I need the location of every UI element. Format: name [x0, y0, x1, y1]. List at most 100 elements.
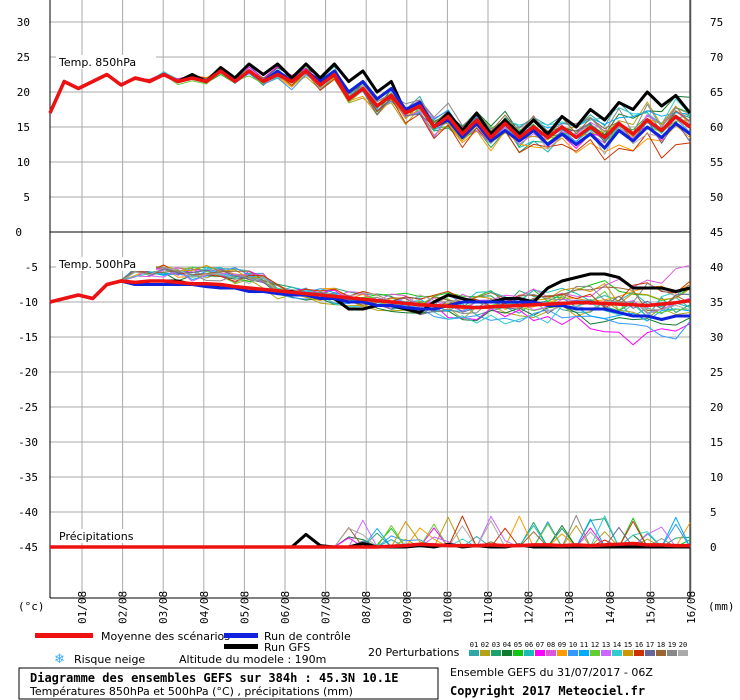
perturbation-number: 03 — [492, 641, 500, 649]
perturbation-number: 12 — [591, 641, 599, 649]
y-left-tick-label: -5 — [25, 261, 38, 274]
main-series-lines — [48, 62, 692, 549]
y-left-tick-label: 5 — [23, 191, 30, 204]
perturbation-swatch — [469, 650, 479, 656]
y-right-tick-label: 15 — [710, 436, 723, 449]
perturbation-swatch — [491, 650, 501, 656]
y-right-tick-label: 30 — [710, 331, 723, 344]
y-right-tick-label: 0 — [710, 541, 717, 554]
y-right-tick-label: 65 — [710, 86, 723, 99]
y-left-tick-label: -15 — [18, 331, 38, 344]
x-tick-label: 15/08 — [644, 591, 657, 624]
legend-control-swatch — [224, 633, 258, 638]
perturbation-number: 19 — [668, 641, 676, 649]
perturbation-number: 09 — [558, 641, 566, 649]
x-tick-label: 13/08 — [563, 591, 576, 624]
perturbation-number: 16 — [635, 641, 643, 649]
snowflake-icon: ❄ — [54, 652, 65, 667]
run-label: Ensemble GEFS du 31/07/2017 - 06Z — [450, 666, 653, 679]
y-left-tick-label: 20 — [17, 86, 30, 99]
perturbation-swatch — [579, 650, 589, 656]
y-right-tick-label: 20 — [710, 401, 723, 414]
perturbation-number: 04 — [503, 641, 511, 649]
copyright-label: Copyright 2017 Meteociel.fr — [450, 684, 645, 698]
perturbation-swatch — [623, 650, 633, 656]
t500-title-bg — [56, 257, 156, 271]
perturbation-swatch — [557, 650, 567, 656]
perturbation-number: 07 — [536, 641, 544, 649]
y-right-tick-label: 60 — [710, 121, 723, 134]
perturbation-swatch — [535, 650, 545, 656]
right-axis-unit: (mm) — [708, 600, 735, 613]
perturbation-number: 13 — [602, 641, 610, 649]
y-right-tick-label: 70 — [710, 51, 723, 64]
x-tick-label: 11/08 — [482, 591, 495, 624]
perturbation-number: 18 — [657, 641, 665, 649]
precip-title: Précipitations — [59, 530, 134, 543]
footer-box — [18, 667, 439, 700]
series-line — [49, 279, 690, 321]
perturbation-number: 06 — [525, 641, 533, 649]
y-left-tick-label: 10 — [17, 156, 30, 169]
precip-title-bg — [56, 529, 156, 543]
y-right-tick-label: 35 — [710, 296, 723, 309]
y-right-tick-label: 75 — [710, 16, 723, 29]
x-tick-label: 10/08 — [441, 591, 454, 624]
series-line — [50, 541, 690, 549]
y-left-tick-label: -20 — [18, 366, 38, 379]
x-tick-label: 07/08 — [320, 591, 333, 624]
axes — [49, 0, 691, 599]
y-left-tick-label: -25 — [18, 401, 38, 414]
footer-title: Diagramme des ensembles GEFS sur 384h : … — [30, 671, 398, 685]
perturbation-number: 14 — [613, 641, 621, 649]
perturbation-swatch — [645, 650, 655, 656]
legend-gfs-swatch — [224, 644, 258, 649]
altitude-label: Altitude du modele : 190m — [179, 653, 326, 666]
perturbation-swatch — [678, 650, 688, 656]
legend-control-label: Run de contrôle — [264, 630, 351, 643]
footer-subtitle: Températures 850hPa et 500hPa (°C) , pré… — [29, 685, 353, 698]
y-left-tick-label: 0 — [15, 226, 22, 239]
perturbation-swatch — [667, 650, 677, 656]
legend-snow-label: Risque neige — [74, 653, 145, 666]
x-tick-label: 12/08 — [523, 591, 536, 624]
perturbation-line — [49, 71, 691, 161]
perturbation-swatch — [601, 650, 611, 656]
y-left-tick-label: 15 — [17, 121, 30, 134]
perturbation-number: 15 — [624, 641, 632, 649]
perturbation-swatch — [568, 650, 578, 656]
legend-mean-swatch — [35, 633, 93, 638]
legend: Moyenne des scénarios Run de contrôle Ru… — [35, 630, 688, 667]
y-right-tick-label: 40 — [710, 261, 723, 274]
perturbation-swatch — [524, 650, 534, 656]
y-left-tick-label: 30 — [17, 16, 30, 29]
perturbation-swatch — [502, 650, 512, 656]
x-tick-label: 08/08 — [360, 591, 373, 624]
perturbation-swatch — [546, 650, 556, 656]
perturbation-number: 01 — [470, 641, 478, 649]
y-right-tick-label: 55 — [710, 156, 723, 169]
perturbation-swatch — [480, 650, 490, 656]
perturbation-number: 10 — [569, 641, 577, 649]
series-line — [49, 279, 691, 310]
perturbation-swatch — [634, 650, 644, 656]
y-right-tick-label: 25 — [710, 366, 723, 379]
perturbation-number: 08 — [547, 641, 555, 649]
y-right-tick-label: 45 — [710, 226, 723, 239]
y-right-tick-label: 50 — [710, 191, 723, 204]
x-tick-label: 16/08 — [685, 591, 698, 624]
x-tick-label: 01/08 — [76, 591, 89, 624]
perturbation-swatch — [513, 650, 523, 656]
x-tick-label: 06/08 — [279, 591, 292, 624]
perturbation-number: 05 — [514, 641, 522, 649]
perturbation-line — [49, 269, 691, 322]
x-tick-label: 03/08 — [157, 591, 170, 624]
y-right-tick-label: 5 — [710, 506, 717, 519]
t850-title-bg — [56, 55, 156, 69]
t500-title: Temp. 500hPa — [58, 258, 136, 271]
x-tick-label: 02/08 — [117, 591, 130, 624]
y-left-tick-label: -10 — [18, 296, 38, 309]
perturbations-label: 20 Perturbations — [368, 646, 460, 659]
